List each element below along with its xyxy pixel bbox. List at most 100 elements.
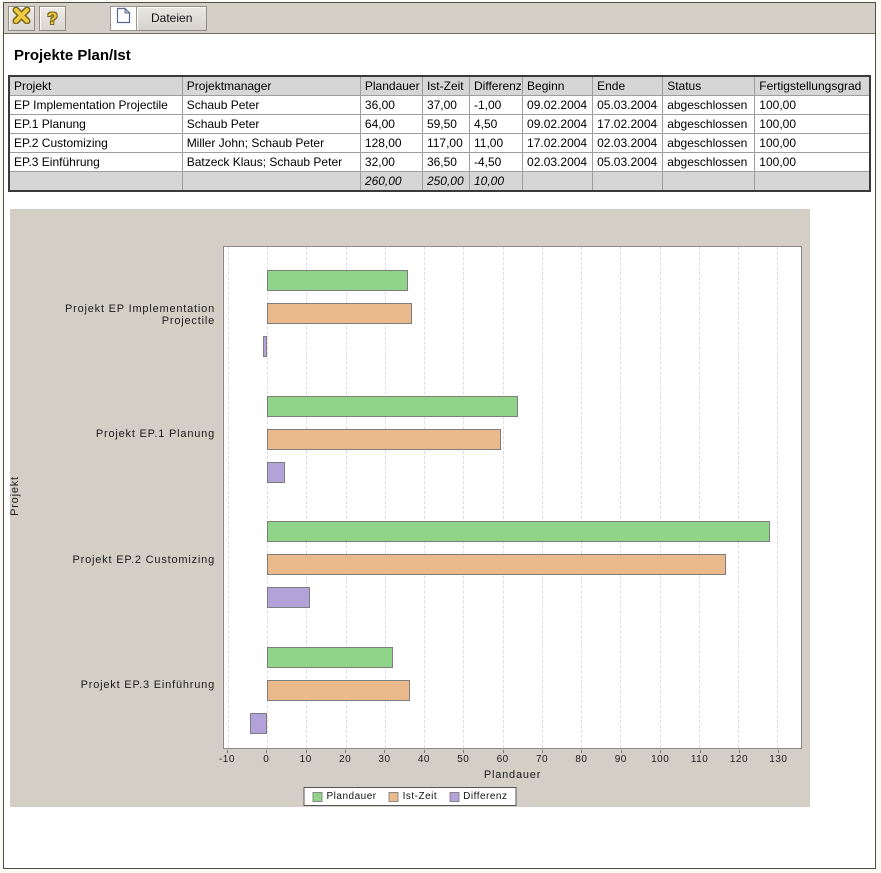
- x-tickmark: [738, 750, 740, 753]
- help-icon: ?: [47, 8, 58, 28]
- x-tickmark: [581, 750, 583, 753]
- total-cell: 260,00: [359, 171, 423, 192]
- col-header-plandauer[interactable]: Plandauer: [359, 75, 423, 96]
- col-header-projekt[interactable]: Projekt: [8, 75, 183, 96]
- project-link[interactable]: EP.3 Einführung: [8, 152, 183, 172]
- page-title: Projekte Plan/Ist: [14, 47, 131, 64]
- document-icon-cell[interactable]: [110, 5, 137, 31]
- category-label-3: Projekt EP.3 Einführung: [80, 679, 215, 692]
- x-ticklabel: 50: [457, 754, 470, 765]
- bar-istzeit-3: [267, 679, 411, 701]
- x-close-icon: [12, 6, 31, 29]
- total-cell: 10,00: [468, 171, 524, 192]
- table-cell: 17.02.2004: [522, 133, 594, 153]
- x-ticklabel: 80: [575, 754, 588, 765]
- table-cell: 09.02.2004: [522, 95, 594, 115]
- table-cell: 128,00: [359, 133, 423, 153]
- x-tickmark: [423, 750, 425, 753]
- x-tickmark: [502, 750, 504, 753]
- x-tickmark: [226, 750, 228, 753]
- table-cell: 36,00: [359, 95, 423, 115]
- col-header-ist-zeit[interactable]: Ist-Zeit: [421, 75, 471, 96]
- bar-istzeit-2: [267, 554, 727, 575]
- project-link[interactable]: EP.2 Customizing: [8, 133, 183, 153]
- x-tickmark: [305, 750, 307, 753]
- table-cell: 100,00: [754, 133, 871, 153]
- help-button[interactable]: ?: [39, 5, 66, 31]
- x-tickmark: [463, 750, 465, 753]
- x-tickmark: [620, 750, 622, 753]
- table-cell: 100,00: [754, 152, 871, 172]
- table-cell: 36,50: [421, 152, 471, 172]
- x-ticklabel: 40: [417, 754, 430, 765]
- project-link[interactable]: EP.1 Planung: [8, 114, 183, 134]
- bar-differenz-0: [263, 336, 268, 357]
- gridline: [463, 247, 465, 748]
- legend-label: Plandauer: [326, 791, 377, 802]
- table-cell: abgeschlossen: [662, 95, 756, 115]
- close-button[interactable]: [8, 5, 35, 31]
- toolbar: ? Dateien: [4, 3, 875, 34]
- x-tickmark: [266, 750, 268, 753]
- category-label-1: Projekt EP.1 Planung: [95, 428, 215, 441]
- gridline: [384, 247, 386, 748]
- gridline: [227, 247, 229, 748]
- col-header-ende[interactable]: Ende: [592, 75, 664, 96]
- legend-swatch: [388, 791, 399, 802]
- gridline: [267, 247, 269, 748]
- dateien-button-label: Dateien: [151, 11, 193, 25]
- category-label-0: Projekt EP Implementation Projectile: [64, 302, 215, 327]
- table-cell: 02.03.2004: [592, 133, 664, 153]
- x-tickmark: [699, 750, 701, 753]
- x-tickmark: [660, 750, 662, 753]
- chart-legend: Plandauer Ist-Zeit Differenz: [303, 787, 517, 806]
- table-cell: 100,00: [754, 95, 871, 115]
- x-ticklabel: 110: [690, 754, 709, 765]
- x-ticklabel: 0: [263, 754, 270, 765]
- legend-item-istzeit: Ist-Zeit: [388, 791, 438, 802]
- table-cell: 59,50: [421, 114, 471, 134]
- col-header-differenz[interactable]: Differenz: [468, 75, 524, 96]
- table-header-row: Projekt Projektmanager Plandauer Ist-Zei…: [8, 75, 871, 96]
- table-cell: 11,00: [468, 133, 524, 153]
- gridline: [698, 247, 700, 748]
- x-tickmark: [384, 750, 386, 753]
- gridline: [777, 247, 779, 748]
- x-ticklabel: 100: [651, 754, 670, 765]
- x-tickmark: [778, 750, 780, 753]
- legend-swatch: [312, 791, 323, 802]
- col-header-status[interactable]: Status: [662, 75, 756, 96]
- col-header-projektmanager[interactable]: Projektmanager: [181, 75, 361, 96]
- x-axis-title: Plandauer: [483, 769, 542, 781]
- gridline: [738, 247, 740, 748]
- bar-istzeit-1: [267, 428, 501, 450]
- x-ticklabel: 20: [339, 754, 352, 765]
- chart-panel: Projekt Projekt EP Implementation Projec…: [9, 209, 810, 807]
- col-header-fertigstellungsgrad[interactable]: Fertigstellungsgrad: [754, 75, 871, 96]
- total-cell: [181, 171, 361, 192]
- table-cell: 09.02.2004: [522, 114, 594, 134]
- dateien-button[interactable]: Dateien: [137, 5, 208, 31]
- bar-plandauer-3: [267, 646, 393, 668]
- bar-istzeit-0: [267, 303, 413, 324]
- category-label-2: Projekt EP.2 Customizing: [72, 553, 215, 566]
- col-header-beginn[interactable]: Beginn: [522, 75, 594, 96]
- table-row-0: EP Implementation Projectile Schaub Peter…: [8, 95, 871, 115]
- bar-differenz-2: [267, 587, 311, 608]
- table-cell: 02.03.2004: [522, 152, 594, 172]
- gridline: [620, 247, 622, 748]
- bar-plandauer-2: [267, 521, 770, 542]
- table-cell: 17.02.2004: [592, 114, 664, 134]
- gridline: [581, 247, 583, 748]
- gridline: [541, 247, 543, 748]
- table-cell: 32,00: [359, 152, 423, 172]
- total-cell: [8, 171, 183, 192]
- total-cell: [592, 171, 664, 192]
- document-icon: [116, 7, 131, 29]
- x-ticklabel: 10: [299, 754, 312, 765]
- x-tickmark: [345, 750, 347, 753]
- bar-plandauer-1: [267, 395, 519, 417]
- legend-item-differenz: Differenz: [449, 791, 507, 802]
- table-cell: abgeschlossen: [662, 114, 756, 134]
- project-link[interactable]: EP Implementation Projectile: [8, 95, 183, 115]
